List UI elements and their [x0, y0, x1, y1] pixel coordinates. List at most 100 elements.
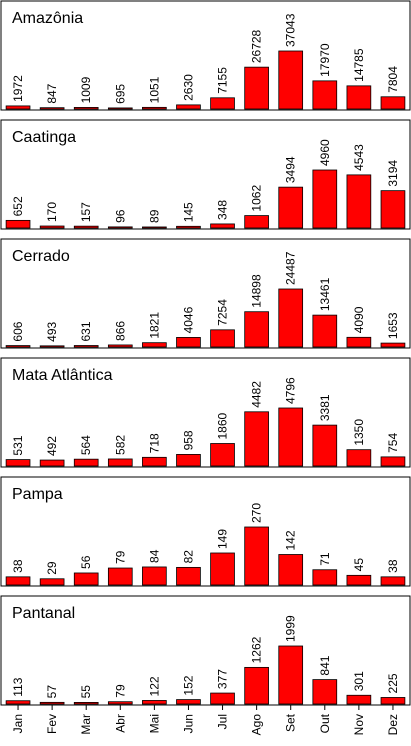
bar-nov — [346, 449, 372, 467]
bar-value-label: 377 — [216, 669, 230, 689]
x-tick-label: Jul — [216, 714, 230, 729]
bar-ago — [244, 66, 269, 110]
bar-dez — [380, 190, 406, 229]
bar-fev — [39, 107, 65, 110]
bar-value-label: 24487 — [284, 251, 298, 285]
bar-value-label: 37043 — [284, 13, 298, 47]
bar-value-label: 7804 — [386, 66, 400, 93]
bar-value-label: 1262 — [250, 636, 264, 663]
bar-set — [278, 186, 304, 229]
bar-value-label: 57 — [45, 685, 59, 699]
bar-set — [278, 407, 304, 467]
bar-value-label: 582 — [113, 435, 127, 455]
panel-frame — [0, 0, 411, 111]
x-tick-label: Nov — [352, 714, 366, 735]
bar-value-label: 152 — [181, 675, 195, 695]
panel-5: 113 57 55 79 122 152 377 1262 1999 841 301 225 Panta… — [0, 595, 411, 706]
panel-title: Caatinga — [12, 129, 76, 146]
bar-value-label: 38 — [386, 559, 400, 573]
bar-out — [312, 424, 338, 467]
bar-abr — [107, 226, 133, 229]
bar-jul — [210, 692, 235, 705]
x-tick-label: Mar — [79, 714, 93, 735]
bar-dez — [380, 697, 406, 705]
bar-value-label: 45 — [352, 558, 366, 572]
bar-value-label: 493 — [45, 321, 59, 341]
x-tick-label: Jun — [181, 714, 195, 733]
bar-out — [312, 80, 338, 110]
bar-value-label: 7155 — [216, 67, 230, 94]
panel-frame — [0, 238, 411, 349]
bar-value-label: 82 — [181, 550, 195, 564]
bar-fev — [39, 225, 65, 229]
x-tick-label: Fev — [45, 714, 59, 734]
bar-abr — [107, 567, 133, 586]
bar-value-label: 3381 — [318, 394, 332, 421]
bar-dez — [380, 456, 406, 467]
bar-value-label: 847 — [45, 83, 59, 103]
bar-value-label: 55 — [79, 685, 93, 699]
bar-value-label: 1821 — [147, 312, 161, 339]
bar-value-label: 38 — [11, 559, 25, 573]
bar-jun — [176, 337, 201, 348]
bar-value-label: 718 — [147, 433, 161, 453]
bar-value-label: 348 — [216, 200, 230, 220]
bar-set — [278, 50, 304, 110]
bar-value-label: 564 — [79, 435, 93, 455]
bar-mai — [142, 566, 167, 586]
bar-value-label: 695 — [113, 84, 127, 104]
bar-value-label: 225 — [386, 673, 400, 693]
bar-ago — [244, 311, 269, 348]
bar-mar — [73, 107, 99, 110]
bar-jun — [176, 566, 201, 586]
bar-value-label: 631 — [79, 321, 93, 341]
x-tick-label: Dez — [386, 714, 400, 735]
bar-value-label: 958 — [181, 430, 195, 450]
bar-mai — [142, 342, 167, 348]
bar-fev — [39, 701, 65, 705]
bar-value-label: 1999 — [284, 615, 298, 642]
bar-nov — [346, 694, 372, 705]
bar-jun — [176, 454, 201, 467]
bar-value-label: 492 — [45, 436, 59, 456]
bar-abr — [107, 701, 133, 705]
bar-value-label: 301 — [352, 671, 366, 691]
bar-value-label: 14898 — [250, 274, 264, 308]
bar-dez — [380, 96, 406, 110]
bar-jan — [5, 576, 31, 586]
bar-nov — [346, 574, 372, 586]
bar-ago — [244, 215, 269, 229]
bar-fev — [39, 578, 65, 586]
bar-mar — [73, 345, 99, 348]
bar-value-label: 754 — [386, 433, 400, 453]
bar-jan — [5, 105, 31, 110]
panel-3: 531 492 564 582 718 958 1860 4482 4796 3381 1350 75… — [0, 357, 411, 468]
x-tick-label: Out — [318, 713, 332, 733]
bar-jun — [176, 104, 201, 110]
bar-value-label: 4796 — [284, 377, 298, 404]
bar-value-label: 170 — [45, 202, 59, 222]
bar-value-label: 866 — [113, 321, 127, 341]
bar-nov — [346, 85, 372, 110]
x-axis: Jan Fev Mar Abr Mai Jun Jul Ago Set Out Nov Dez — [11, 705, 400, 735]
bar-value-label: 1972 — [11, 75, 25, 102]
bar-ago — [244, 666, 269, 705]
bar-value-label: 531 — [11, 435, 25, 455]
bar-set — [278, 288, 304, 348]
bar-jun — [176, 699, 201, 705]
bar-jun — [176, 225, 201, 229]
bar-value-label: 149 — [216, 529, 230, 549]
bar-fev — [39, 345, 65, 348]
panel-0: 1972 847 1009 695 1051 2630 7155 26728 37043 1797… — [0, 0, 411, 111]
bar-value-label: 84 — [147, 549, 161, 563]
bar-value-label: 3194 — [386, 160, 400, 187]
bar-out — [312, 679, 338, 705]
bar-fev — [39, 459, 65, 467]
panel-title: Amazônia — [12, 10, 83, 27]
bar-value-label: 2630 — [181, 74, 195, 101]
bar-mar — [73, 572, 99, 586]
bar-value-label: 270 — [250, 503, 264, 523]
bar-value-label: 1062 — [250, 185, 264, 212]
bar-jul — [210, 443, 235, 467]
